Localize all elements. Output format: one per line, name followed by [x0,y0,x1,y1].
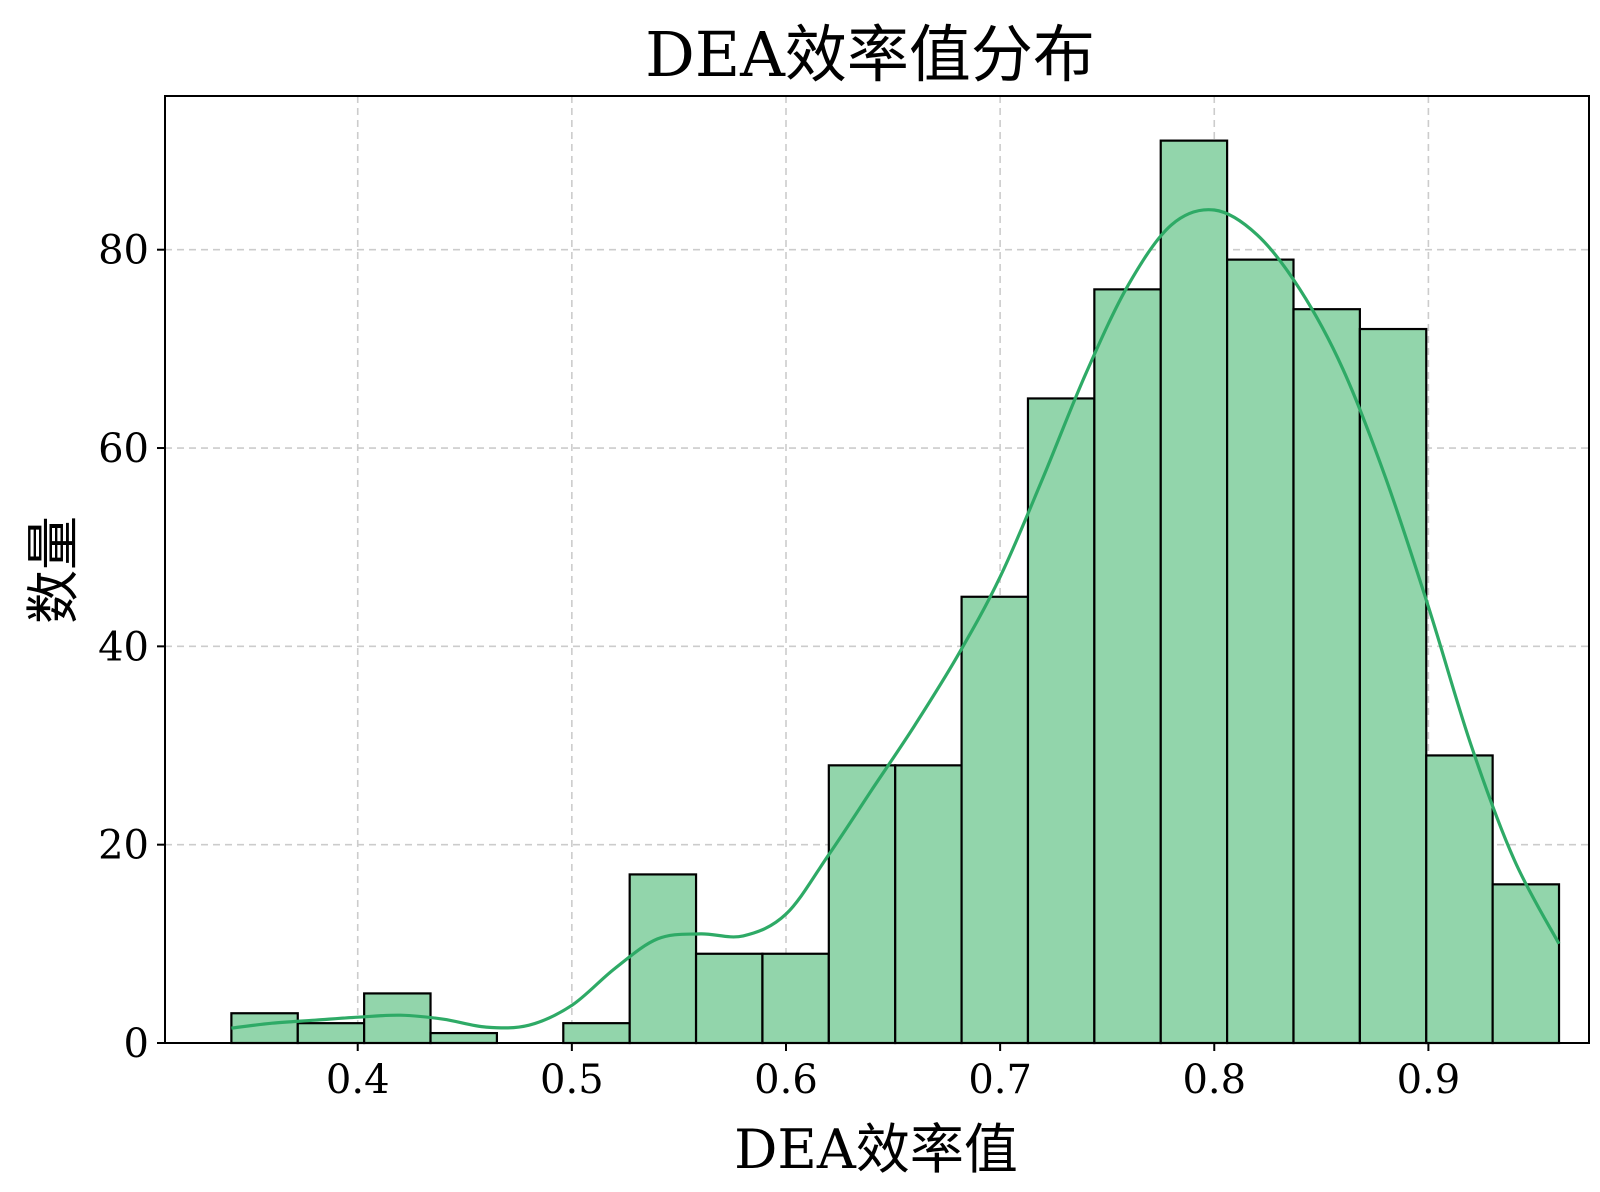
kde-curve [231,208,1561,1030]
histogram-bar [960,595,1030,1045]
x-tick-label: 0.7 [968,1057,1032,1103]
x-tick-label: 0.9 [1397,1057,1461,1103]
histogram-bar [1292,308,1361,1045]
x-tick-label: 0.5 [540,1057,604,1103]
y-axis-label: 数量 [22,516,85,624]
x-axis-label: DEA效率值 [734,1118,1018,1181]
histogram-bar [894,764,963,1045]
histogram-bar [628,873,698,1045]
histogram-bar [1358,327,1428,1045]
x-tick-label: 0.8 [1182,1057,1246,1103]
y-tick-label: 20 [98,823,149,869]
histogram-bar [1026,397,1096,1045]
x-tick-label: 0.6 [754,1057,818,1103]
histogram-bar [1093,288,1162,1045]
histogram-bar [429,1031,499,1045]
x-tick-label: 0.4 [326,1057,390,1103]
histogram-bar [1226,258,1295,1045]
chart-title: DEA效率值分布 [645,18,1095,91]
y-tick-label: 0 [124,1021,149,1067]
plot-frame [164,95,1590,1044]
histogram-bars [230,139,1561,1045]
histogram-bar [694,952,764,1045]
histogram-bar [1491,883,1561,1045]
histogram-bar [296,1022,366,1045]
histogram-bar [562,1022,631,1045]
histogram-bar [1159,139,1229,1045]
y-tick-label: 60 [98,426,149,472]
y-tick-label: 40 [98,624,149,670]
histogram-bar [363,992,432,1045]
histogram-bar [1425,754,1494,1045]
y-tick-label: 80 [98,228,149,274]
axis-ticks: 0.4 0.5 0.6 0.7 0.8 0.9 0 20 40 60 80 [98,228,1460,1103]
histogram-bar [761,952,830,1045]
